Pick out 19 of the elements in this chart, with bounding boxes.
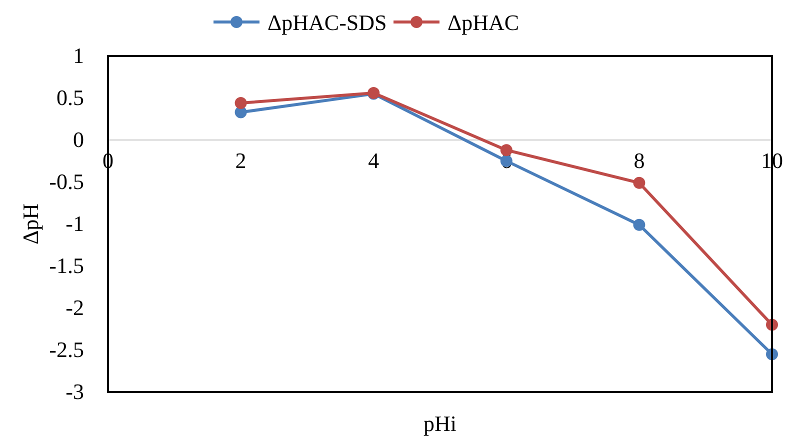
y-tick-label: 0.5 <box>56 85 84 110</box>
y-tick-label: -1.5 <box>49 253 84 278</box>
legend-label: ΔpHAC-SDS <box>268 10 387 35</box>
y-tick-label: 1 <box>73 43 84 68</box>
y-tick-label: -2 <box>66 295 84 320</box>
point <box>234 97 247 110</box>
y-tick-label: -3 <box>66 379 84 404</box>
y-tick-label: -0.5 <box>49 169 84 194</box>
y-tick-label: -2.5 <box>49 337 84 362</box>
y-tick-label: -1 <box>66 211 84 236</box>
point <box>633 176 646 189</box>
legend-label: ΔpHAC <box>448 10 520 35</box>
point <box>633 218 646 231</box>
x-tick-label: 2 <box>235 148 246 173</box>
x-tick-label: 8 <box>634 148 645 173</box>
x-tick-label: 4 <box>368 148 380 173</box>
y-tick-label: 0 <box>73 127 84 152</box>
y-axis-title: ΔpH <box>18 203 43 245</box>
x-axis-title: pHi <box>424 411 456 436</box>
